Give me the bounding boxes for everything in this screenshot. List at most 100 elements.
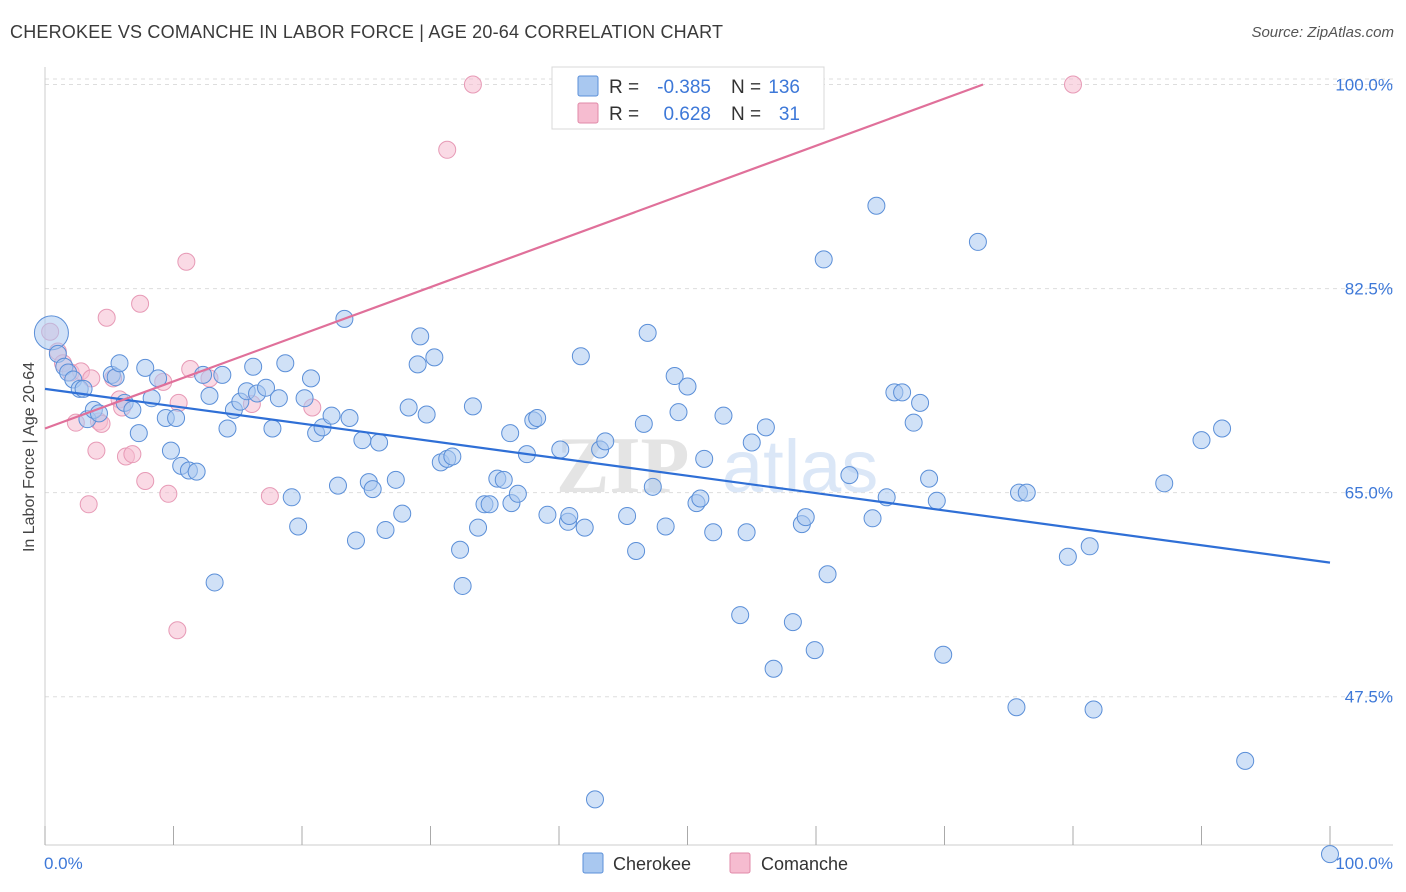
- comanche-point: [1064, 75, 1082, 94]
- bottom-legend-comanche: Comanche: [761, 854, 848, 874]
- y-tick-label: 100.0%: [1335, 75, 1393, 94]
- cherokee-point: [263, 419, 282, 438]
- trend-lines: [44, 83, 1331, 564]
- cherokee-trend-line: [44, 387, 1331, 564]
- cherokee-point: [494, 470, 513, 489]
- cherokee-point: [783, 613, 802, 632]
- bottom-legend: Cherokee Comanche: [582, 852, 848, 874]
- cherokee-point: [425, 348, 444, 367]
- cherokee-point: [627, 541, 646, 560]
- cherokee-point: [340, 409, 359, 428]
- comanche-point: [136, 471, 155, 490]
- cherokee-point: [244, 357, 263, 376]
- cherokee-point: [585, 790, 604, 809]
- cherokee-point: [417, 405, 436, 424]
- cherokee-point: [200, 386, 219, 405]
- cherokee-point: [480, 495, 499, 514]
- cherokee-point: [257, 378, 276, 397]
- cherokee-point: [501, 424, 520, 443]
- cherokee-point: [756, 418, 775, 437]
- cherokee-point: [123, 400, 142, 419]
- tick-labels: 47.5% 65.0% 82.5% 100.0% 0.0% 100.0%: [44, 75, 1393, 873]
- legend-r-value-cherokee: -0.385: [657, 77, 711, 98]
- comanche-point: [438, 140, 457, 159]
- cherokee-point: [695, 449, 714, 468]
- cherokee-point: [867, 196, 886, 215]
- x-tick-label-max: 100.0%: [1335, 854, 1393, 873]
- cherokee-point: [353, 431, 372, 450]
- cherokee-point: [376, 520, 395, 539]
- cherokee-point: [295, 389, 314, 408]
- cherokee-point: [289, 517, 308, 536]
- y-tick-label: 82.5%: [1345, 280, 1393, 299]
- chart-title: CHEROKEE VS COMANCHE IN LABOR FORCE | AG…: [10, 22, 724, 42]
- comanche-point: [79, 495, 98, 514]
- cherokee-point: [282, 488, 301, 507]
- cherokee-point: [363, 480, 382, 499]
- cherokee-point: [194, 365, 213, 384]
- cherokee-point: [528, 409, 547, 428]
- cherokee-point: [322, 406, 341, 425]
- comanche-point: [159, 484, 178, 503]
- comanche-point: [168, 621, 187, 640]
- bottom-legend-swatch-cherokee: [582, 852, 604, 874]
- cherokee-point: [796, 508, 815, 527]
- cherokee-point: [904, 413, 923, 432]
- cherokee-point: [669, 403, 688, 422]
- cherokee-point: [167, 409, 186, 428]
- cherokee-point: [411, 327, 430, 346]
- cherokee-point: [205, 573, 224, 592]
- cherokee-point: [764, 659, 783, 678]
- cherokee-point: [714, 406, 733, 425]
- cherokee-point: [678, 377, 697, 396]
- cherokee-point: [863, 509, 882, 528]
- cherokee-point: [276, 354, 295, 373]
- cherokee-point: [213, 365, 232, 384]
- cherokee-point: [742, 433, 761, 452]
- cherokee-point: [451, 540, 470, 559]
- bottom-legend-cherokee: Cherokee: [613, 854, 691, 874]
- cherokee-point: [920, 469, 939, 488]
- comanche-point: [97, 308, 116, 327]
- cherokee-point: [1084, 700, 1103, 719]
- comanche-point: [463, 75, 482, 94]
- cherokee-point: [818, 565, 837, 584]
- cherokee-point: [508, 484, 527, 503]
- cherokee-point: [370, 433, 389, 452]
- cherokee-point: [33, 315, 69, 351]
- cherokee-point: [643, 477, 662, 496]
- axes: [44, 67, 1393, 846]
- cherokee-point: [1236, 751, 1255, 770]
- comanche-point: [131, 294, 150, 313]
- cherokee-point: [386, 470, 405, 489]
- cherokee-point: [893, 383, 912, 402]
- cherokee-point: [618, 506, 637, 525]
- cherokee-point: [218, 419, 237, 438]
- bottom-legend-swatch-comanche: [729, 852, 751, 874]
- y-tick-label: 47.5%: [1345, 688, 1393, 707]
- source-note: Source: ZipAtlas.com: [1251, 24, 1394, 41]
- cherokee-point: [814, 250, 833, 269]
- y-tick-label: 65.0%: [1345, 484, 1393, 503]
- comanche-point: [123, 445, 142, 464]
- cherokee-point: [129, 424, 148, 443]
- comanche-point: [260, 487, 279, 506]
- legend-n-label-cherokee: N =: [731, 77, 761, 98]
- legend-n-label-comanche: N =: [731, 104, 761, 125]
- legend-n-value-comanche: 31: [779, 104, 800, 125]
- cherokee-point: [408, 355, 427, 374]
- cherokee-point: [301, 369, 320, 388]
- cherokee-point: [634, 414, 653, 433]
- cherokee-point: [571, 347, 590, 366]
- comanche-points: [41, 75, 1082, 640]
- cherokee-point: [1007, 698, 1026, 717]
- cherokee-point: [161, 441, 180, 460]
- cherokee-point: [934, 645, 953, 664]
- cherokee-point: [110, 354, 129, 373]
- cherokee-point: [187, 462, 206, 481]
- legend-r-label-cherokee: R =: [609, 77, 639, 98]
- cherokee-point: [737, 523, 756, 542]
- comanche-trend-line: [44, 83, 984, 430]
- cherokee-point: [393, 504, 412, 523]
